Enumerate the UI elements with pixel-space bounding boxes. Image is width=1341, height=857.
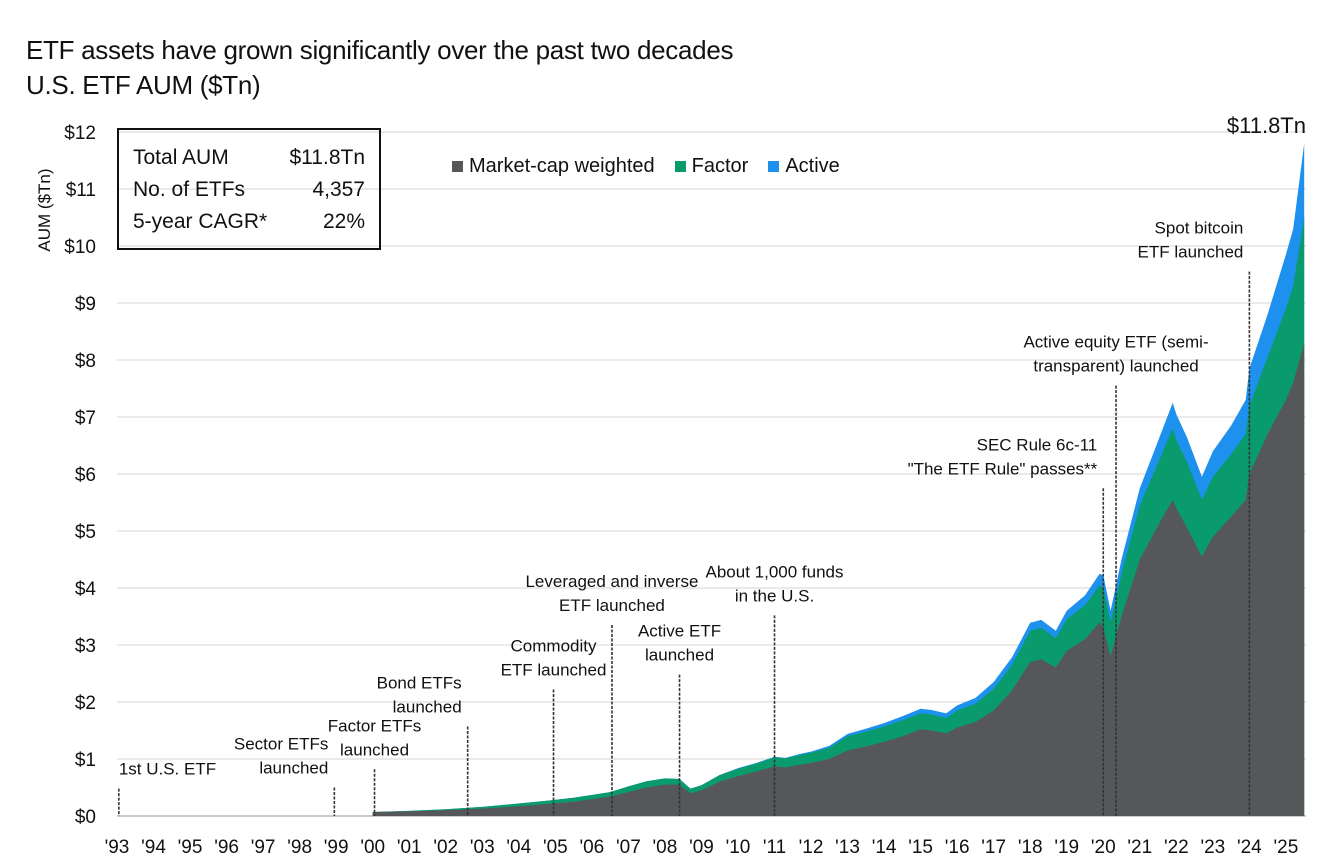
milestone-label: launched	[393, 698, 462, 717]
legend-label: Active	[785, 155, 840, 177]
x-tick-label: '05	[543, 837, 568, 857]
y-tick-label: $5	[75, 522, 96, 543]
x-tick-label: '06	[579, 837, 604, 857]
chart-legend: Market-cap weighted Factor Active	[452, 155, 840, 178]
x-tick-label: '95	[178, 837, 203, 857]
legend-swatch	[768, 161, 780, 172]
chart-title: ETF assets have grown significantly over…	[26, 35, 734, 65]
legend-item-market-cap: Market-cap weighted	[452, 155, 655, 178]
x-tick-label: '94	[141, 837, 166, 857]
stat-label: 5-year CAGR*	[133, 210, 268, 233]
x-tick-label: '13	[835, 837, 860, 857]
legend-swatch	[674, 161, 686, 172]
milestone-label: Leveraged and inverse	[525, 572, 698, 591]
milestone-label: SEC Rule 6c-11	[977, 435, 1098, 454]
stats-box: Total AUM $11.8Tn No. of ETFs 4,357 5-ye…	[117, 128, 381, 250]
x-tick-label: '16	[945, 837, 970, 857]
milestone-label: 1st U.S. ETF	[119, 760, 216, 779]
x-tick-label: '09	[689, 837, 714, 857]
legend-label: Factor	[691, 155, 749, 177]
x-tick-label: '12	[799, 837, 824, 857]
milestone-label: Commodity	[511, 636, 597, 655]
legend-item-factor: Factor	[674, 155, 749, 178]
milestone-label: launched	[645, 646, 714, 665]
milestone-label: Sector ETFs	[234, 735, 328, 754]
y-tick-label: $10	[64, 237, 96, 258]
stat-label: No. of ETFs	[133, 178, 246, 201]
x-tick-label: '23	[1200, 837, 1225, 857]
x-tick-label: '19	[1054, 837, 1079, 857]
y-tick-label: $0	[75, 807, 96, 828]
x-tick-label: '20	[1091, 837, 1116, 857]
milestone-label: Active equity ETF (semi-	[1023, 333, 1208, 352]
y-tick-label: $8	[75, 351, 96, 372]
x-tick-label: '18	[1018, 837, 1043, 857]
milestone-label: Factor ETFs	[328, 716, 422, 735]
x-tick-label: '93	[105, 837, 130, 857]
stat-value: 4,357	[312, 178, 365, 201]
x-tick-label: '00	[360, 837, 385, 857]
stat-cagr: 5-year CAGR* 22%	[133, 210, 365, 240]
x-tick-label: '04	[506, 837, 531, 857]
y-tick-label: $11	[66, 180, 96, 201]
milestone-label: Spot bitcoin	[1155, 219, 1244, 238]
y-tick-label: $2	[75, 693, 96, 714]
y-tick-label: $12	[64, 123, 96, 144]
x-tick-label: '01	[397, 837, 422, 857]
milestone-label: Active ETF	[638, 622, 721, 641]
x-tick-label: '99	[324, 837, 349, 857]
x-tick-label: '02	[433, 837, 458, 857]
milestone-label: in the U.S.	[735, 586, 814, 605]
y-tick-label: $6	[75, 465, 96, 486]
stat-value: 22%	[322, 210, 365, 233]
milestone-label: launched	[340, 740, 409, 759]
area-market-cap-weighted	[372, 342, 1305, 816]
y-tick-label: $7	[75, 408, 96, 429]
milestone-label: About 1,000 funds	[706, 562, 844, 581]
x-tick-label: '11	[763, 837, 786, 857]
milestone-label: Bond ETFs	[377, 674, 462, 693]
milestone-label: ETF launched	[1138, 243, 1244, 262]
milestone-label: ETF launched	[559, 596, 665, 615]
y-tick-label: $9	[75, 294, 96, 315]
stat-number-of-etfs: No. of ETFs 4,357	[133, 178, 365, 208]
y-axis-label: AUM ($Tn)	[35, 168, 54, 251]
milestone-label: launched	[259, 759, 328, 778]
legend-swatch	[452, 161, 463, 172]
x-tick-label: '10	[726, 837, 751, 857]
x-tick-label: '21	[1127, 837, 1152, 857]
end-value-label: $11.8Tn	[1227, 113, 1306, 138]
milestone-label: "The ETF Rule" passes**	[908, 459, 1098, 478]
x-tick-label: '97	[251, 837, 276, 857]
x-tick-label: '98	[287, 837, 312, 857]
x-tick-label: '24	[1237, 837, 1262, 857]
x-tick-label: '03	[470, 837, 495, 857]
x-tick-label: '08	[653, 837, 678, 857]
chart-subtitle: U.S. ETF AUM ($Tn)	[26, 70, 261, 100]
x-tick-label: '15	[908, 837, 933, 857]
x-tick-label: '14	[872, 837, 897, 857]
y-tick-label: $4	[75, 579, 97, 600]
x-tick-label: '17	[981, 837, 1006, 857]
x-tick-label: '25	[1274, 837, 1299, 857]
stat-value: $11.8Tn	[289, 146, 366, 169]
legend-label: Market-cap weighted	[469, 155, 655, 177]
x-tick-label: '96	[214, 837, 239, 857]
stat-label: Total AUM	[133, 146, 229, 169]
y-tick-label: $3	[75, 636, 96, 657]
x-tick-label: '07	[616, 837, 641, 857]
milestone-label: ETF launched	[501, 660, 607, 679]
y-tick-label: $1	[75, 750, 96, 771]
milestone-label: transparent) launched	[1033, 357, 1198, 376]
stat-total-aum: Total AUM $11.8Tn	[133, 146, 365, 176]
legend-item-active: Active	[768, 155, 840, 178]
x-tick-label: '22	[1164, 837, 1189, 857]
